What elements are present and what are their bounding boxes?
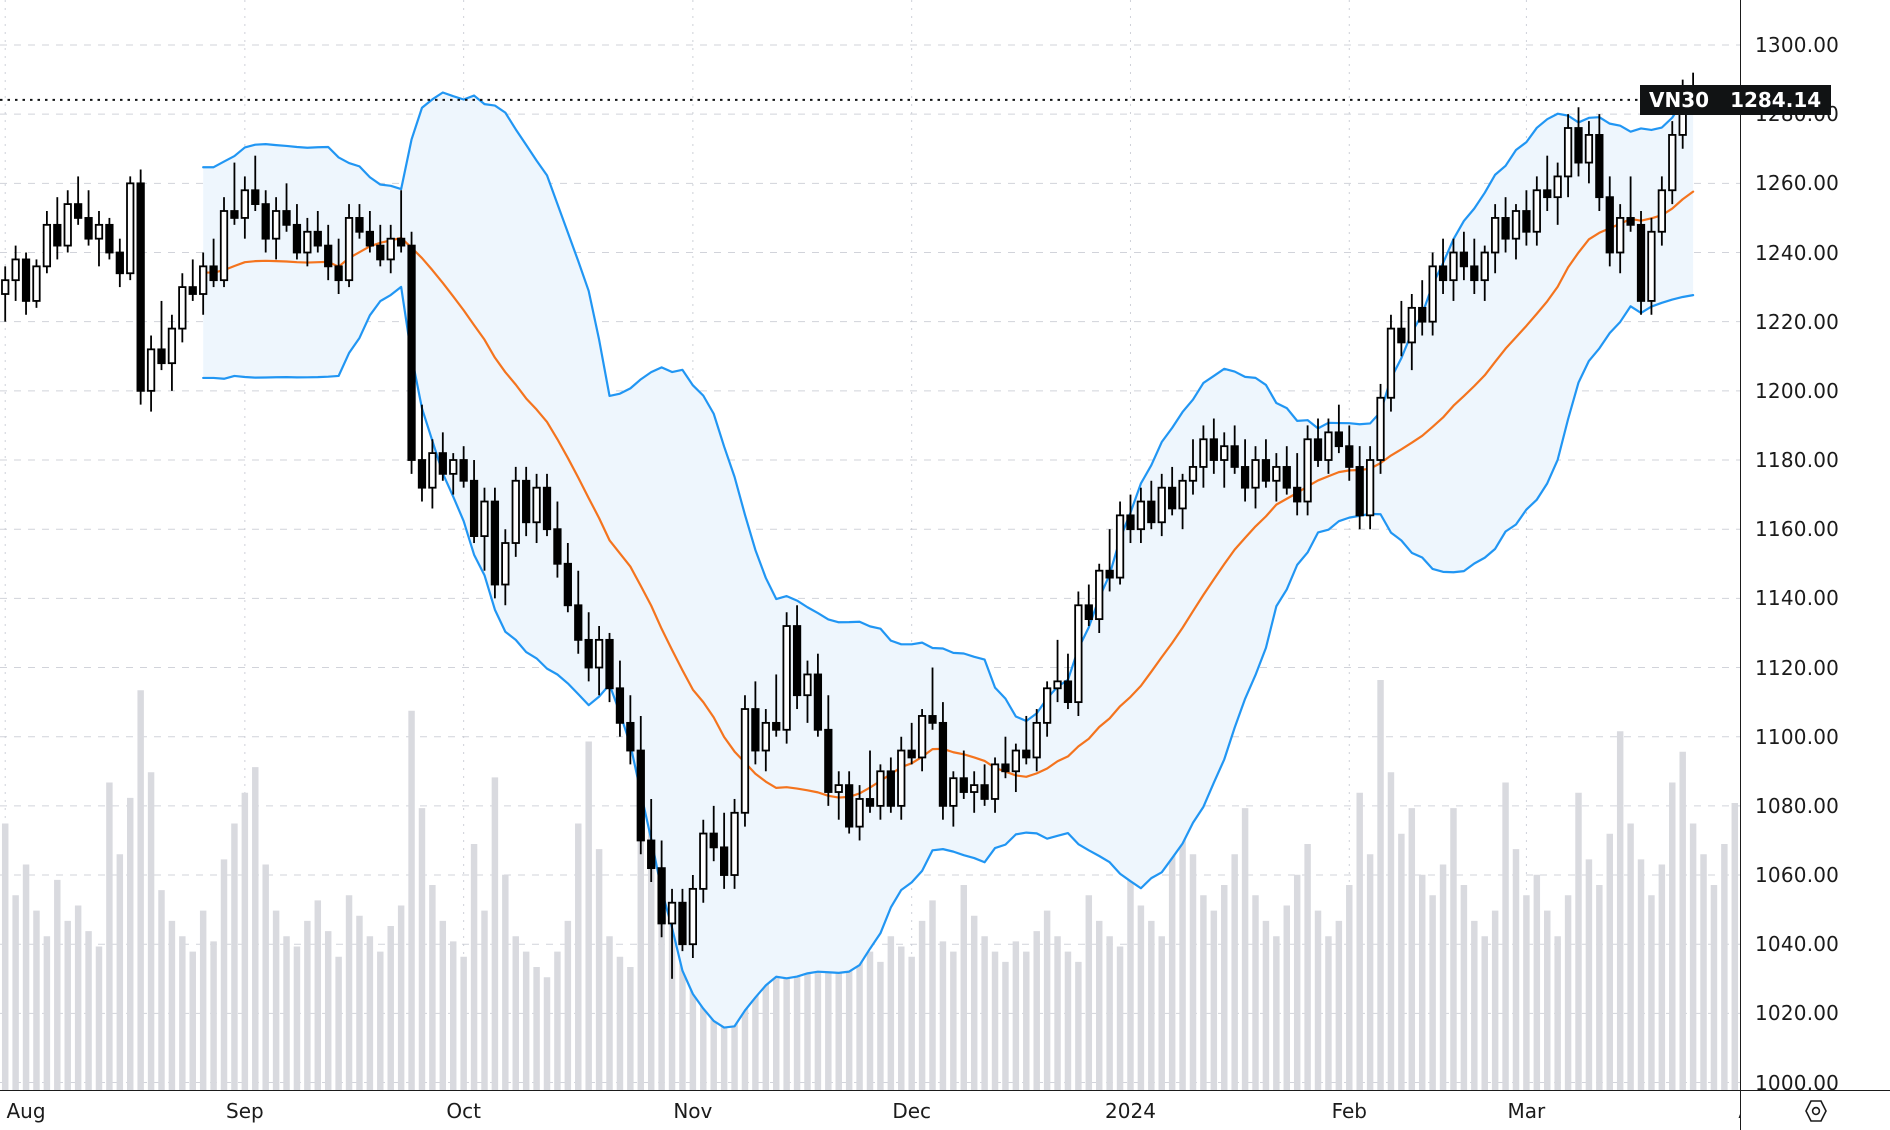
- last-price-tag: VN30 1284.14: [1640, 84, 1832, 115]
- price-axis-tick: 1140.00: [1755, 586, 1840, 611]
- price-axis-tick: 1080.00: [1755, 793, 1840, 818]
- chart-svg: [0, 0, 1740, 1090]
- price-axis-tick: 1100.00: [1755, 724, 1840, 749]
- time-axis-tick: Feb: [1331, 1099, 1367, 1123]
- price-axis-tick: 1060.00: [1755, 863, 1840, 888]
- price-axis-tick: 1180.00: [1755, 448, 1840, 473]
- symbol-label: VN30: [1640, 84, 1719, 115]
- time-axis-tick: 2024: [1105, 1099, 1156, 1123]
- last-price-value: 1284.14: [1718, 84, 1832, 115]
- price-axis-tick: 1300.00: [1755, 33, 1840, 57]
- crosshair-target-button[interactable]: [1740, 1090, 1890, 1130]
- price-axis-tick: 1240.00: [1755, 240, 1840, 265]
- time-axis-tick: Dec: [892, 1099, 932, 1123]
- time-axis[interactable]: AugSepOctNovDec2024FebMarApr: [0, 1090, 1773, 1130]
- time-axis-tick: Nov: [673, 1099, 713, 1123]
- price-axis[interactable]: 1300.001280.001260.001240.001220.001200.…: [1740, 0, 1890, 1095]
- price-axis-tick: 1220.00: [1755, 309, 1840, 334]
- time-axis-tick: Aug: [6, 1099, 46, 1123]
- price-axis-tick: 1160.00: [1755, 517, 1840, 542]
- time-axis-tick: Sep: [225, 1099, 264, 1123]
- time-axis-tick: Mar: [1507, 1099, 1546, 1123]
- crosshair-target-icon: [1805, 1099, 1827, 1122]
- price-axis-tick: 1200.00: [1755, 378, 1840, 403]
- price-axis-tick: 1040.00: [1755, 932, 1840, 957]
- price-axis-tick: 1260.00: [1755, 171, 1840, 196]
- price-axis-tick: 1020.00: [1755, 1001, 1840, 1026]
- time-axis-tick: Oct: [446, 1099, 481, 1123]
- price-chart-plot-area[interactable]: [0, 0, 1740, 1090]
- price-axis-tick: 1120.00: [1755, 655, 1840, 680]
